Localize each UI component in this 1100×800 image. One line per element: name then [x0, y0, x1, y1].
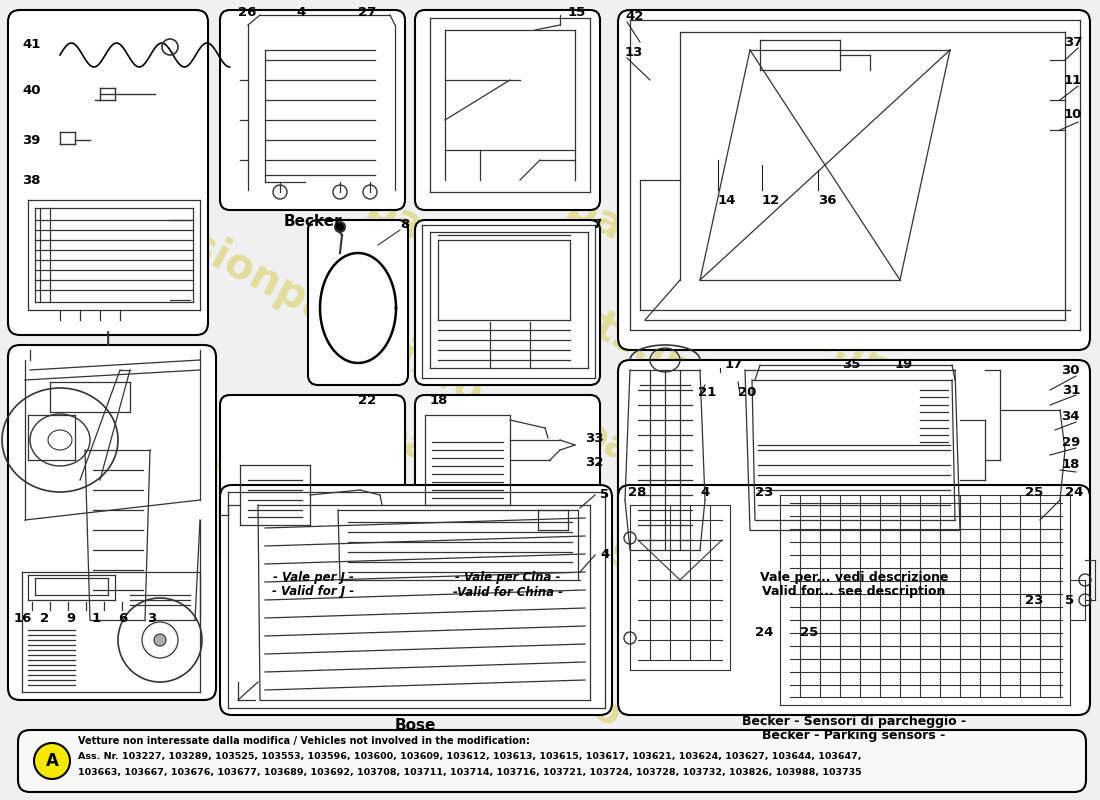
Text: 16: 16 [14, 611, 32, 625]
FancyBboxPatch shape [308, 220, 408, 385]
FancyBboxPatch shape [8, 10, 208, 335]
Text: 31: 31 [1062, 383, 1080, 397]
Text: 18: 18 [1062, 458, 1080, 471]
Text: Bose: Bose [394, 718, 436, 734]
Text: 4: 4 [700, 486, 710, 499]
Text: 13: 13 [625, 46, 644, 58]
Text: 9: 9 [66, 611, 75, 625]
Text: 25: 25 [1025, 486, 1043, 499]
FancyBboxPatch shape [618, 360, 1090, 565]
FancyBboxPatch shape [415, 220, 600, 385]
Text: 41: 41 [22, 38, 41, 50]
Text: 24: 24 [1065, 486, 1084, 499]
Text: 15: 15 [568, 6, 586, 18]
FancyBboxPatch shape [8, 345, 216, 700]
Text: - Vale per Cina -: - Vale per Cina - [455, 571, 561, 585]
Text: 36: 36 [818, 194, 836, 206]
FancyBboxPatch shape [220, 10, 405, 210]
Text: - Valid for J -: - Valid for J - [272, 586, 354, 598]
Text: 22: 22 [358, 394, 376, 406]
Text: 32: 32 [585, 455, 604, 469]
Text: passionparts.info: passionparts.info [273, 524, 627, 736]
Text: A: A [45, 752, 58, 770]
Text: 1: 1 [92, 611, 101, 625]
Text: Valid for... see description: Valid for... see description [762, 586, 946, 598]
Text: 29: 29 [1062, 435, 1080, 449]
Text: passionparts.info: passionparts.info [110, 186, 491, 414]
Text: 33: 33 [585, 431, 604, 445]
Ellipse shape [336, 222, 345, 232]
Text: passionparts.info: passionparts.info [360, 186, 740, 414]
Text: 17: 17 [725, 358, 744, 371]
Text: 14: 14 [718, 194, 736, 206]
Text: 5: 5 [600, 489, 609, 502]
Text: passionparts.info: passionparts.info [560, 186, 940, 414]
Text: 10: 10 [1064, 109, 1082, 122]
Text: 26: 26 [238, 6, 256, 18]
Text: 4: 4 [600, 549, 609, 562]
Text: 39: 39 [22, 134, 41, 146]
Text: passionparts.info: passionparts.info [373, 414, 727, 626]
Text: 42: 42 [625, 10, 644, 22]
Text: Becker: Becker [284, 214, 342, 230]
FancyBboxPatch shape [415, 395, 600, 565]
Text: Vale per... vedi descrizione: Vale per... vedi descrizione [760, 571, 948, 585]
Text: 2: 2 [40, 611, 49, 625]
Text: - Vale per J -: - Vale per J - [273, 571, 353, 585]
Text: 12: 12 [762, 194, 780, 206]
Text: Ass. Nr. 103227, 103289, 103525, 103553, 103596, 103600, 103609, 103612, 103613,: Ass. Nr. 103227, 103289, 103525, 103553,… [78, 753, 861, 762]
Text: 8: 8 [400, 218, 409, 230]
FancyBboxPatch shape [618, 485, 1090, 715]
Text: passionparts.info: passionparts.info [572, 414, 927, 626]
Text: 21: 21 [698, 386, 716, 398]
Text: Becker - Parking sensors -: Becker - Parking sensors - [762, 730, 946, 742]
Ellipse shape [154, 634, 166, 646]
FancyBboxPatch shape [618, 10, 1090, 350]
Text: 19: 19 [895, 358, 913, 371]
Text: Becker - Sensori di parcheggio -: Becker - Sensori di parcheggio - [741, 715, 966, 729]
Text: 20: 20 [738, 386, 757, 398]
Text: 23: 23 [755, 486, 773, 499]
Circle shape [34, 743, 70, 779]
Text: 3: 3 [147, 611, 156, 625]
Text: 24: 24 [755, 626, 773, 638]
Text: 38: 38 [22, 174, 41, 186]
Text: 7: 7 [592, 218, 601, 230]
Text: 40: 40 [22, 83, 41, 97]
Text: -Valid for China -: -Valid for China - [453, 586, 563, 598]
Text: 6: 6 [118, 611, 128, 625]
Text: 35: 35 [842, 358, 860, 371]
Text: passionparts.info: passionparts.info [122, 414, 477, 626]
Text: 27: 27 [358, 6, 376, 18]
FancyBboxPatch shape [415, 10, 600, 210]
Text: Vetture non interessate dalla modifica / Vehicles not involved in the modificati: Vetture non interessate dalla modifica /… [78, 736, 530, 746]
Text: 23: 23 [1025, 594, 1044, 606]
Text: 37: 37 [1064, 35, 1082, 49]
FancyBboxPatch shape [220, 485, 612, 715]
Text: 4: 4 [296, 6, 306, 18]
Text: 5: 5 [1065, 594, 1074, 606]
Text: 103663, 103667, 103676, 103677, 103689, 103692, 103708, 103711, 103714, 103716, : 103663, 103667, 103676, 103677, 103689, … [78, 769, 861, 778]
Text: 28: 28 [628, 486, 647, 499]
Text: 34: 34 [1062, 410, 1080, 423]
FancyBboxPatch shape [18, 730, 1086, 792]
Text: 25: 25 [800, 626, 818, 638]
Text: 18: 18 [430, 394, 449, 406]
Text: 30: 30 [1062, 363, 1080, 377]
Text: 11: 11 [1064, 74, 1082, 86]
FancyBboxPatch shape [220, 395, 405, 565]
